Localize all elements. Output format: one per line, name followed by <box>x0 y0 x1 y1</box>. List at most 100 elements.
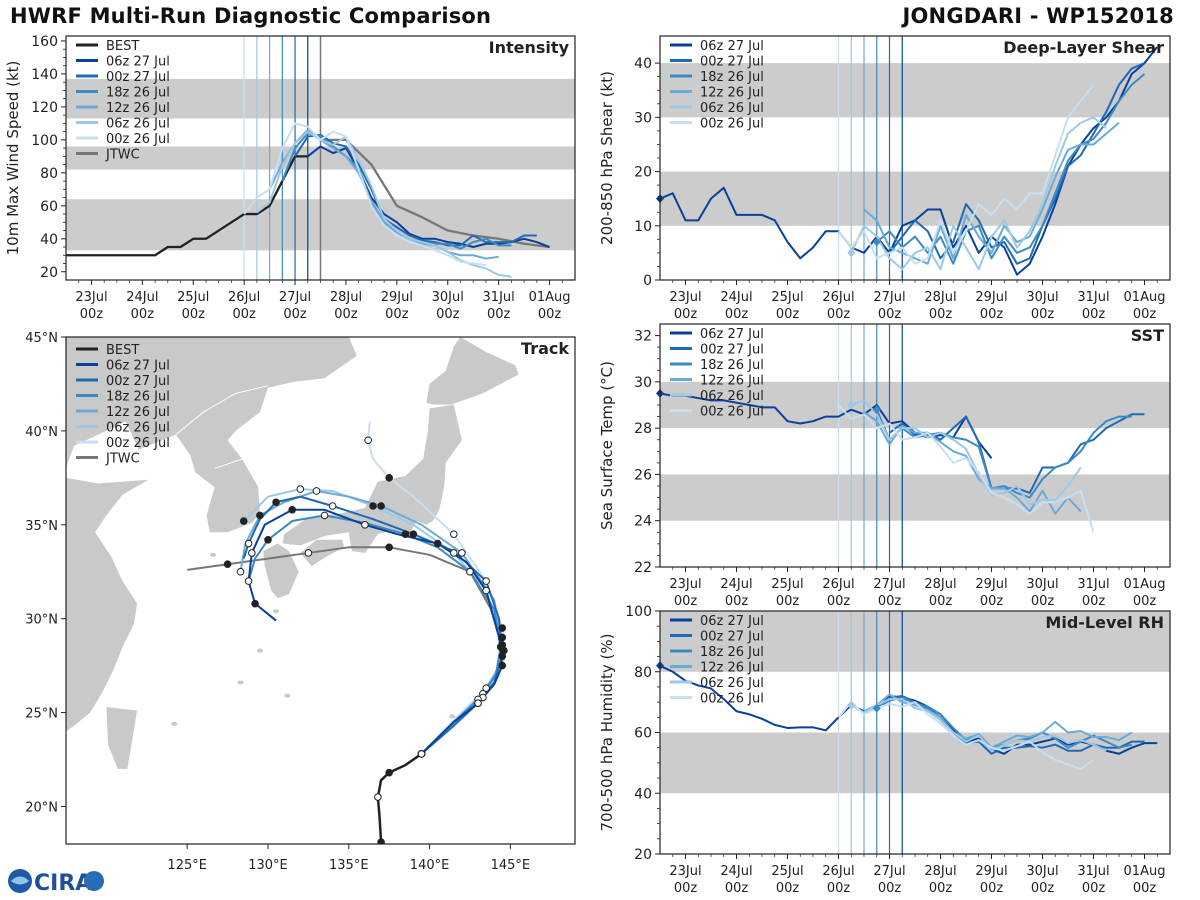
land-layer <box>66 337 519 769</box>
shear-ytick-label: 10 <box>634 219 652 235</box>
sst-legend-label: 06z 26 Jul <box>700 389 764 404</box>
shear-band <box>660 171 1170 226</box>
track-xtick-label: 130°E <box>248 858 288 873</box>
track-06z-27-jul <box>247 508 504 755</box>
land-island <box>273 609 280 614</box>
land-island <box>171 721 178 726</box>
land-island <box>284 693 291 698</box>
track-title: Track <box>521 339 569 358</box>
rh-xtick-hour: 00z <box>725 881 749 896</box>
sst-legend-label: 00z 27 Jul <box>700 343 764 358</box>
track-point-00z-26-jul <box>482 684 490 692</box>
shear-xtick-day: 25Jul <box>771 290 803 305</box>
sst-legend-label: 06z 27 Jul <box>700 327 764 342</box>
shear-xtick-day: 27Jul <box>873 290 905 305</box>
shear-legend-label: 00z 26 Jul <box>700 117 764 132</box>
track-point-06z-27-jul <box>251 599 259 608</box>
rh-legend-label: 06z 27 Jul <box>700 614 764 629</box>
shear-panel: 0 10 20 30 40 23Jul 00z 24Jul 00z 25Jul 00z 26Jul 00… <box>598 35 1171 322</box>
rh-ylabel: 700-500 hPa Humidity (%) <box>598 633 616 831</box>
track-xtick-label: 145°E <box>491 858 531 873</box>
intensity-series-best <box>66 155 308 257</box>
shear-legend-label: 12z 26 Jul <box>700 86 764 101</box>
track-point-best <box>377 838 385 844</box>
intensity-xtick-hour: 00z <box>283 307 307 322</box>
shear-legend-label: 06z 26 Jul <box>700 101 764 116</box>
track-xtick-label: 135°E <box>329 858 369 873</box>
shear-xtick-hour: 00z <box>674 307 698 322</box>
intensity-ytick-label: 20 <box>40 265 58 281</box>
rh-xtick-day: 01Aug <box>1124 864 1166 879</box>
shear-series-12z-26-jul <box>863 121 1120 265</box>
shear-band <box>660 63 1170 118</box>
intensity-legend-label: 06z 27 Jul <box>106 55 170 70</box>
land-island <box>256 648 263 653</box>
intensity-ytick-label: 60 <box>40 199 58 215</box>
shear-xtick-day: 30Jul <box>1026 290 1058 305</box>
track-point-jtwc <box>385 543 393 552</box>
land-japan <box>263 543 299 599</box>
sst-ytick-label: 32 <box>634 329 652 345</box>
rh-xtick-hour: 00z <box>1082 881 1106 896</box>
track-point-06z-27-jul <box>433 539 442 548</box>
intensity-xtick-hour: 00z <box>182 307 206 322</box>
track-point-jtwc <box>223 560 232 569</box>
intensity-xtick-day: 27Jul <box>279 290 311 305</box>
rh-xtick-day: 30Jul <box>1026 864 1058 879</box>
intensity-series-00z-26-jul <box>243 122 487 267</box>
shear-xtick-day: 26Jul <box>822 290 854 305</box>
land-japan <box>426 337 519 405</box>
shear-xtick-day: 31Jul <box>1077 290 1109 305</box>
track-point-best <box>417 750 426 758</box>
track-best <box>376 752 423 843</box>
shear-title: Deep-Layer Shear <box>1003 38 1164 57</box>
logo-wave-icon <box>84 871 104 891</box>
sst-xtick-day: 31Jul <box>1077 577 1109 592</box>
track-xtick-label: 125°E <box>167 858 207 873</box>
track-point-00z-26-jul <box>385 474 393 482</box>
shear-xtick-day: 01Aug <box>1124 290 1166 305</box>
intensity-xtick-hour: 00z <box>232 307 256 322</box>
sst-ytick-label: 26 <box>634 467 652 483</box>
track-point-best <box>374 793 382 801</box>
sst-xtick-day: 27Jul <box>873 577 905 592</box>
rh-legend-label: 06z 26 Jul <box>700 676 764 691</box>
track-point-00z-27-jul <box>272 498 280 507</box>
shear-init-marker-06z-26-jul <box>847 248 856 258</box>
shear-xtick-hour: 00z <box>929 307 953 322</box>
sst-xtick-day: 26Jul <box>822 577 854 592</box>
sst-series-00z-26-jul <box>837 404 1095 533</box>
intensity-legend-label: 12z 26 Jul <box>106 101 170 116</box>
track-point-06z-26-jul <box>498 633 507 642</box>
sst-xtick-hour: 00z <box>878 594 902 609</box>
track-point-18z-26-jul <box>244 577 253 585</box>
track-legend-label: 06z 27 Jul <box>106 359 170 374</box>
shear-series-00z-26-jul <box>837 84 1095 265</box>
sst-xtick-hour: 00z <box>1133 594 1157 609</box>
rh-series-06z-26-jul <box>850 698 1107 752</box>
rh-xtick-day: 31Jul <box>1077 864 1109 879</box>
sst-panel: 22 24 26 28 30 32 23Jul 00z 24Jul 00z 25Jul 00z 26Ju… <box>598 323 1171 609</box>
shear-init-marker-18z-26-jul <box>872 237 881 247</box>
shear-series-06z-27-jul <box>659 46 1159 276</box>
shear-ytick-label: 0 <box>643 273 652 289</box>
logo-text: CIRA <box>34 871 92 896</box>
land-island <box>210 552 217 557</box>
track-point-06z-27-jul <box>474 699 482 707</box>
track-point-06z-27-jul <box>498 661 507 670</box>
intensity-xtick-hour: 00z <box>487 307 511 322</box>
sst-ytick-label: 22 <box>634 560 652 576</box>
track-point-18z-26-jul <box>401 530 410 538</box>
track-point-00z-26-jul <box>364 436 372 445</box>
land-japan <box>300 539 344 567</box>
sst-init-marker-18z-26-jul <box>872 405 881 415</box>
track-point-00z-27-jul <box>244 539 253 548</box>
rh-xtick-hour: 00z <box>980 881 1004 896</box>
track-point-18z-26-jul <box>264 536 272 544</box>
land-mainland <box>66 337 357 533</box>
land-island <box>237 680 244 685</box>
rh-init-marker-06z-26-jul <box>847 700 856 710</box>
intensity-series-12z-26-jul <box>268 128 499 260</box>
land-mainland <box>66 477 149 732</box>
